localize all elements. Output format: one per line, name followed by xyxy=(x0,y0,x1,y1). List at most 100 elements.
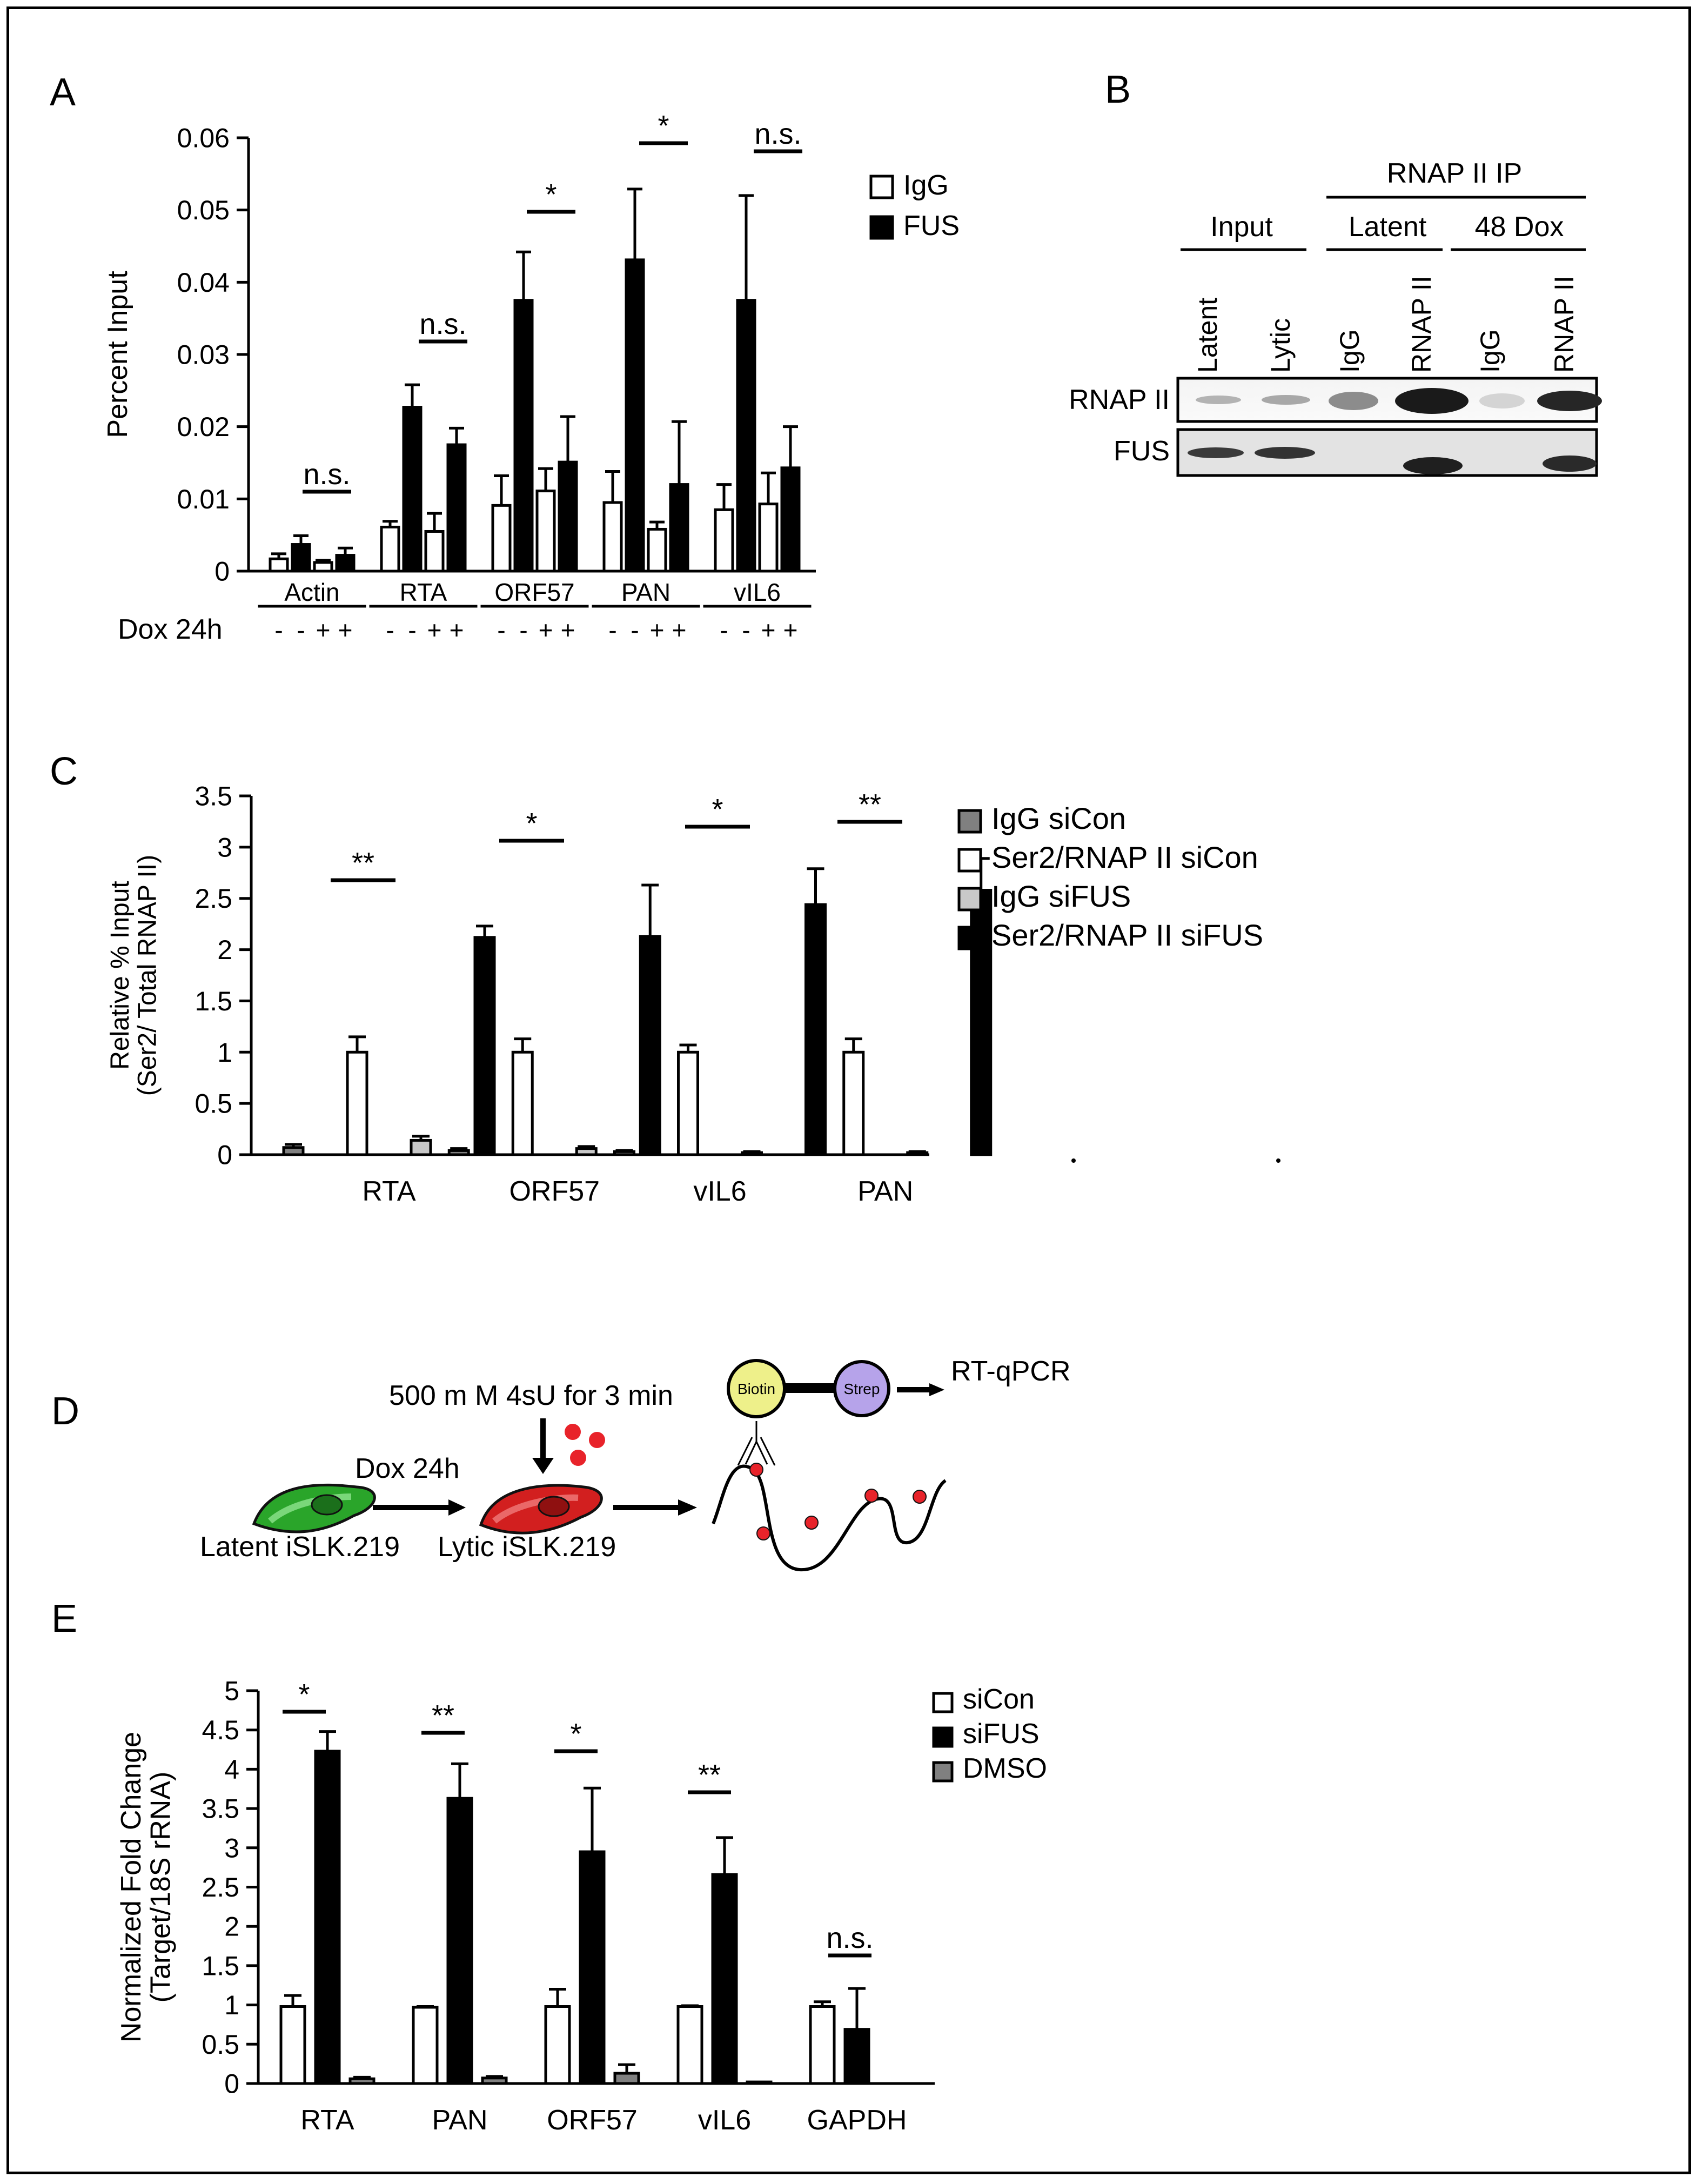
arrow-head xyxy=(678,1499,697,1516)
band-rnap-4 xyxy=(1395,388,1469,414)
legend-swatch xyxy=(957,926,982,950)
y-tick-label: 0.01 xyxy=(177,484,230,514)
bar xyxy=(758,503,779,573)
bar xyxy=(736,299,756,573)
significance-label: * xyxy=(526,807,537,840)
blot-lane-1: Latent xyxy=(1192,298,1223,373)
y-tick-label: 1 xyxy=(217,1037,232,1068)
bar xyxy=(746,2080,773,2085)
legend-swatch xyxy=(957,848,982,873)
dox-sign: - xyxy=(519,616,527,644)
rna-label-dot xyxy=(749,1463,763,1477)
blot-lane-2: Lytic xyxy=(1265,318,1296,373)
category-label: vIL6 xyxy=(734,578,781,606)
bar xyxy=(279,2005,306,2085)
bar xyxy=(424,530,445,573)
latent-cell-label: Latent iSLK.219 xyxy=(200,1531,400,1563)
panel-label-b: B xyxy=(1105,68,1131,111)
blot-strip-rnap xyxy=(1176,377,1598,423)
bar-group-pan: PAN- - + +* xyxy=(592,110,700,644)
biotin-linker xyxy=(755,1441,768,1465)
category-label: RTA xyxy=(400,578,447,606)
rna-label-dot xyxy=(804,1516,819,1530)
y-tick-label: 1 xyxy=(224,1990,239,2020)
dox-sign: + xyxy=(650,616,665,644)
dox-label: Dox 24h xyxy=(355,1453,460,1484)
rna-label-dot xyxy=(864,1489,879,1503)
y-tick-label: 0.5 xyxy=(202,2029,239,2060)
y-tick-label: 2.5 xyxy=(195,883,232,914)
legend-label: Ser2/RNAP II siFUS xyxy=(991,918,1263,952)
4su-dot xyxy=(570,1450,586,1466)
bar xyxy=(511,1050,534,1156)
biotin-linker xyxy=(745,1441,757,1465)
dox-sign: - xyxy=(742,616,750,644)
legend: IgG FUS xyxy=(869,170,960,242)
y-tick-label: 2 xyxy=(224,1912,239,1942)
bar-group-rta: RTA- - + +n.s. xyxy=(369,308,478,644)
category-label: RTA xyxy=(300,2105,354,2136)
stray-dot xyxy=(1276,1158,1280,1163)
bar xyxy=(677,1050,699,1156)
category-label: vIL6 xyxy=(698,2105,751,2136)
bar xyxy=(625,258,645,573)
bar-group-rta: RTA * xyxy=(279,1678,376,2136)
bar xyxy=(447,1149,470,1156)
bar xyxy=(544,2005,571,2085)
blot-lane-3: IgG xyxy=(1335,329,1365,373)
dose-arrow-head xyxy=(532,1458,554,1474)
dox-sign: + xyxy=(672,616,687,644)
category-label: PAN xyxy=(621,578,671,606)
y-tick-label: 1.5 xyxy=(195,986,232,1016)
significance-label: ** xyxy=(352,847,374,879)
significance-label: n.s. xyxy=(419,308,466,340)
y-axis-label: (Target/18S rRNA) xyxy=(145,1772,177,2003)
rna-label-dot xyxy=(913,1490,927,1504)
category-label: PAN xyxy=(857,1176,913,1207)
significance-label: * xyxy=(658,110,669,142)
biotin-circle xyxy=(727,1359,786,1418)
readout-arrow-head xyxy=(929,1383,944,1396)
dox-sign: - xyxy=(720,616,728,644)
bar xyxy=(558,460,578,573)
bar xyxy=(579,1850,606,2085)
bar xyxy=(809,2005,836,2085)
bar-group-vil6: vIL6 ** xyxy=(676,1759,773,2136)
bar-group-orf57: ORF57- - + +* xyxy=(480,178,589,644)
chart-e: 0 0.5 1 1.5 2 2.5 3 3.5 4 4.5 5 Normalized Fold Cha… xyxy=(116,1676,1047,2136)
4su-dot xyxy=(565,1424,581,1440)
bar xyxy=(473,936,496,1156)
biotin-strep-bond xyxy=(783,1383,837,1393)
category-label: GAPDH xyxy=(807,2105,907,2136)
significance-label: n.s. xyxy=(754,118,801,150)
category-label: RTA xyxy=(362,1176,416,1207)
bar xyxy=(348,2077,376,2085)
significance-label: n.s. xyxy=(303,458,350,491)
bar xyxy=(613,2072,640,2085)
legend-swatch xyxy=(869,175,894,199)
dox-row-label: Dox 24h xyxy=(118,614,223,645)
rna-label-dot xyxy=(756,1526,770,1540)
band-fus-4 xyxy=(1403,457,1463,474)
strep-circle xyxy=(833,1360,890,1417)
workflow-diagram: 500 m M 4sU for 3 min Dox 24h Latent iSL… xyxy=(200,1356,1071,1572)
bar xyxy=(714,508,734,573)
arrow-head xyxy=(448,1499,466,1516)
category-label: PAN xyxy=(432,2105,487,2136)
y-tick-label: 3.5 xyxy=(195,781,232,812)
bar xyxy=(412,2006,439,2085)
bar xyxy=(282,1146,305,1156)
strep-label: Strep xyxy=(844,1381,880,1397)
dox-sign: - xyxy=(274,616,283,644)
band-fus-6 xyxy=(1543,455,1597,472)
dox-sign: - xyxy=(631,616,639,644)
bar xyxy=(269,557,289,573)
biotin-label: Biotin xyxy=(737,1381,775,1397)
bar xyxy=(313,561,333,573)
dose-label: 500 m M 4sU for 3 min xyxy=(389,1380,673,1411)
bar xyxy=(535,490,556,573)
y-tick-label: 0.5 xyxy=(195,1089,232,1119)
bar xyxy=(602,501,623,573)
legend-swatch xyxy=(932,1726,954,1748)
